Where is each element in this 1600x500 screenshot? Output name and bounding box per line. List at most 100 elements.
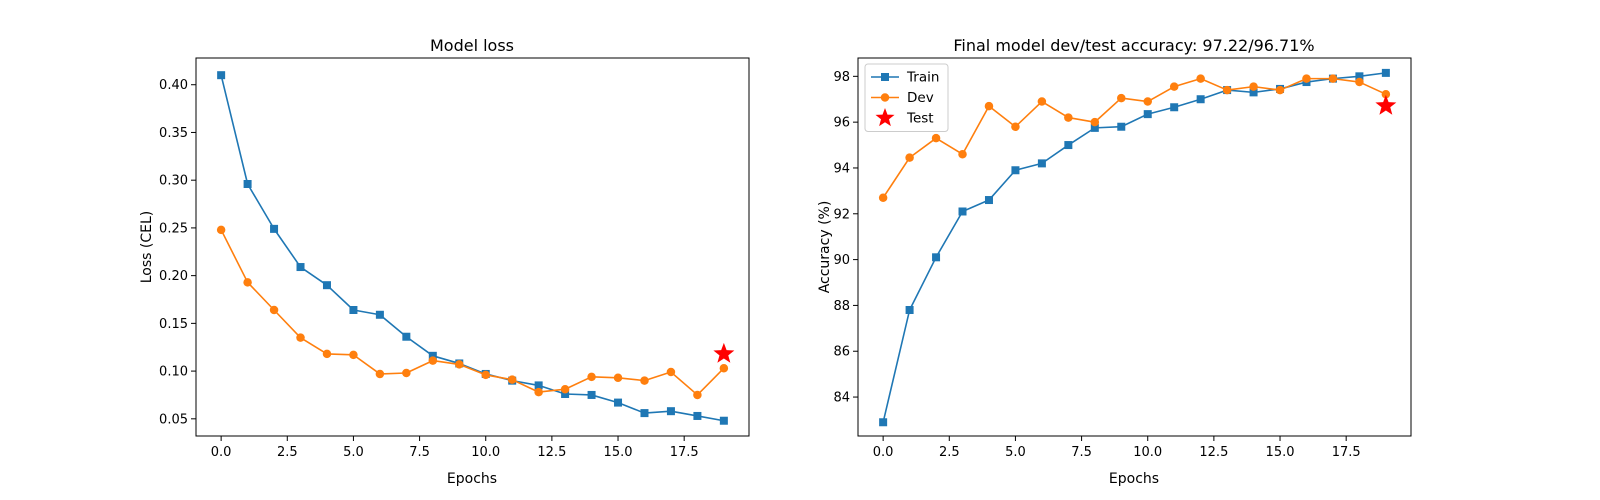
y-tick-label: 0.15 <box>159 317 188 332</box>
y-tick-label: 88 <box>833 299 850 314</box>
legend: Train Dev Test <box>864 63 949 132</box>
x-tick-label: 12.5 <box>537 445 566 460</box>
dev-series-point <box>958 149 967 159</box>
train-series-point <box>1355 72 1364 81</box>
y-tick-label: 96 <box>833 116 850 131</box>
train-series-point <box>1011 166 1020 175</box>
train-series-point <box>1117 122 1126 131</box>
series-1-point <box>614 398 623 407</box>
series-2-point <box>719 363 729 373</box>
dev-series-point <box>1169 82 1179 91</box>
series-1-point <box>375 310 384 319</box>
train-series-point <box>1196 95 1205 104</box>
series-2-point <box>243 278 252 287</box>
legend-train-label: Train <box>906 70 939 86</box>
series-2-point <box>216 225 226 235</box>
series-1-point <box>719 416 728 425</box>
train-series-point <box>1090 123 1099 132</box>
dev-series-point <box>1381 89 1391 99</box>
x-tick-label: 0.0 <box>211 445 232 460</box>
dev-series-point <box>1275 85 1285 95</box>
series-1-point <box>349 306 358 314</box>
series-2-point <box>693 390 702 400</box>
series-2-point <box>666 367 676 377</box>
dev-series-point <box>1328 74 1338 83</box>
x-tick-label: 5.0 <box>343 445 364 460</box>
series-2-point <box>322 349 332 359</box>
series-2-point <box>402 368 411 378</box>
x-tick-label: 17.5 <box>670 445 699 460</box>
train-series-point <box>932 253 941 262</box>
train-series-point <box>1143 110 1152 119</box>
train-series-line <box>882 72 1386 423</box>
loss-chart: Model loss Epochs Loss (CEL) 0.0 2.5 5.0 7.… <box>139 36 750 487</box>
dev-series-point <box>1090 117 1100 127</box>
legend-test-marker <box>875 108 895 127</box>
y-axis-label: Loss (CEL) <box>139 211 155 284</box>
dev-series-point <box>1249 82 1258 91</box>
series-2-point <box>349 350 358 360</box>
accuracy-chart: Final model dev/test accuracy: 97.22/96.… <box>817 36 1412 487</box>
chart-title: Model loss <box>430 36 514 55</box>
series-1-point <box>561 390 570 398</box>
x-tick-label: 17.5 <box>1332 445 1361 460</box>
x-tick-label: 10.0 <box>471 445 500 460</box>
series-3-point <box>713 342 735 363</box>
dev-series-point <box>1064 113 1073 122</box>
train-series-point <box>1249 88 1258 97</box>
series-1-point <box>270 224 279 233</box>
y-tick-label: 0.10 <box>159 365 188 380</box>
plot-area <box>878 68 1397 427</box>
series-1-point <box>587 390 596 399</box>
train-series-point <box>1064 141 1073 150</box>
series-2-point <box>613 373 623 383</box>
legend-dev-marker <box>880 93 890 102</box>
y-tick-label: 98 <box>833 70 850 85</box>
series-2-point <box>269 305 279 315</box>
test-series-point <box>1375 94 1397 115</box>
x-tick-label: 12.5 <box>1199 445 1228 460</box>
dev-series-point <box>931 133 941 143</box>
dev-series-point <box>1037 97 1047 106</box>
series-2-point <box>534 387 543 397</box>
train-series-point <box>984 196 993 205</box>
series-2-point <box>428 356 438 365</box>
series-2-point <box>587 372 596 382</box>
series-1-point <box>693 411 702 420</box>
y-tick-label: 86 <box>833 345 850 360</box>
legend-train-marker <box>881 73 889 81</box>
dev-series-point <box>1222 85 1232 95</box>
axis-ticks: 0.0 2.5 5.0 7.5 10.0 12.5 15.0 17.5 0.05 0.10 0.15… <box>159 78 699 460</box>
dev-series-point <box>1196 74 1205 83</box>
series-1-line <box>220 74 725 422</box>
series-2-point <box>455 360 464 369</box>
dev-series-point <box>878 193 888 202</box>
x-tick-label: 15.0 <box>1266 445 1295 460</box>
train-series-point <box>905 306 914 314</box>
series-2-line <box>220 229 725 396</box>
x-tick-label: 2.5 <box>939 445 960 460</box>
x-tick-label: 0.0 <box>873 445 894 460</box>
series-1-point <box>428 351 437 360</box>
series-1-point <box>534 381 543 390</box>
dev-series-point <box>984 101 994 111</box>
x-tick-label: 5.0 <box>1005 445 1026 460</box>
x-axis-label: Epochs <box>1109 471 1159 487</box>
y-tick-label: 94 <box>833 161 850 176</box>
series-1-point <box>217 71 226 80</box>
series-1-point <box>243 180 252 188</box>
y-tick-label: 90 <box>833 253 850 268</box>
dev-series-point <box>905 153 914 162</box>
x-tick-label: 15.0 <box>604 445 633 460</box>
y-tick-label: 0.30 <box>159 174 188 189</box>
series-1-point <box>296 263 305 272</box>
axis-ticks: 0.0 2.5 5.0 7.5 10.0 12.5 15.0 17.5 84 86 88 90 92 94… <box>833 70 1360 460</box>
series-2-point <box>560 384 570 394</box>
series-2-point <box>296 333 305 342</box>
dev-series-point <box>1143 97 1152 106</box>
train-series-point <box>1381 68 1390 77</box>
train-series-point <box>1037 159 1046 168</box>
train-series-point <box>1170 103 1179 112</box>
